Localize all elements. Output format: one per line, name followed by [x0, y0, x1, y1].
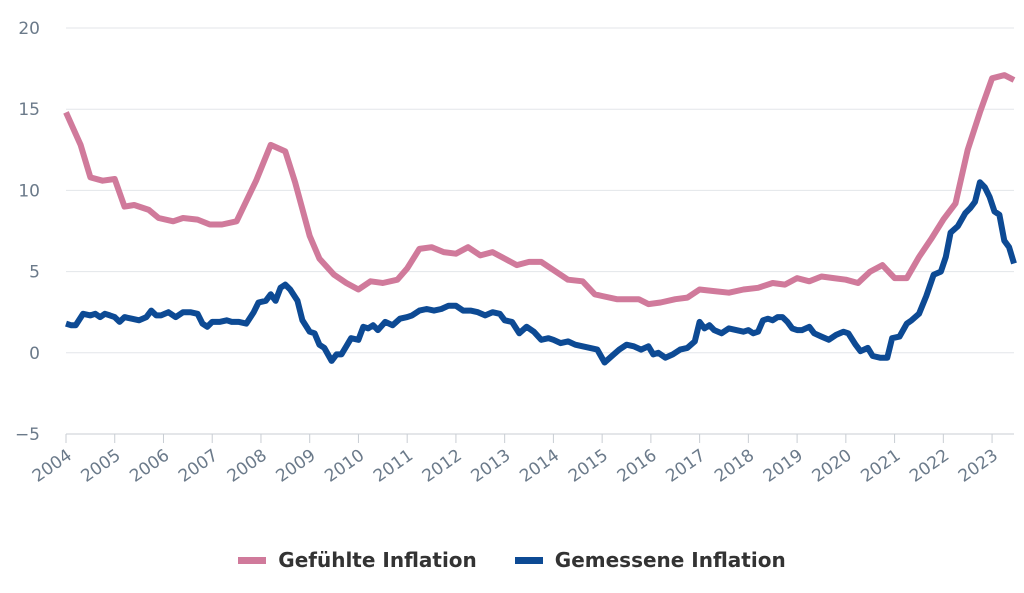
- x-tick-label: 2021: [857, 446, 904, 487]
- legend-label-gemessene: Gemessene Inflation: [554, 548, 786, 572]
- series-line-1: [65, 179, 1017, 366]
- x-tick-label: 2004: [29, 446, 76, 487]
- legend: Gefühlte Inflation Gemessene Inflation: [0, 548, 1024, 572]
- y-tick-label: 20: [18, 19, 40, 39]
- x-tick-label: 2012: [419, 446, 466, 487]
- x-tick-label: 2007: [175, 446, 222, 487]
- x-tick-label: 2018: [711, 446, 758, 487]
- x-tick-label: 2006: [126, 446, 173, 487]
- y-tick-label: 5: [29, 263, 40, 283]
- x-tick-label: 2017: [662, 446, 709, 487]
- x-axis: [65, 433, 1014, 443]
- y-tick-label: −5: [15, 425, 40, 445]
- legend-item-gemessene-inflation[interactable]: Gemessene Inflation: [514, 548, 786, 572]
- series-lines: [63, 72, 1017, 366]
- legend-item-gefuehlte-inflation[interactable]: Gefühlte Inflation: [238, 548, 477, 572]
- x-tick-label: 2014: [516, 446, 563, 487]
- x-tick-label: 2005: [78, 446, 125, 487]
- x-axis-tick-labels: 2004 2005 2006 2007 2008 2009 2010 2011 2012 2013…: [29, 446, 1002, 487]
- y-tick-label: 15: [18, 100, 40, 120]
- x-tick-label: 2016: [614, 446, 661, 487]
- legend-swatch-gemessene: [514, 556, 543, 564]
- x-tick-label: 2013: [468, 446, 515, 487]
- y-axis-tick-labels: −5 0 5 10 15 20: [15, 19, 40, 445]
- y-tick-label: 0: [29, 344, 40, 364]
- gridlines: [66, 27, 1014, 435]
- legend-label-gefuehlte: Gefühlte Inflation: [278, 548, 477, 572]
- x-tick-label: 2023: [955, 446, 1002, 487]
- x-tick-label: 2008: [224, 446, 271, 487]
- x-tick-label: 2011: [370, 446, 417, 487]
- legend-swatch-gefuehlte: [238, 556, 267, 564]
- x-tick-label: 2009: [273, 446, 320, 487]
- x-tick-label: 2020: [809, 446, 856, 487]
- series-line-0: [63, 72, 1016, 308]
- x-tick-label: 2010: [321, 446, 368, 487]
- x-tick-label: 2019: [760, 446, 807, 487]
- x-tick-label: 2015: [565, 446, 612, 487]
- y-tick-label: 10: [18, 181, 40, 201]
- x-tick-label: 2022: [906, 446, 953, 487]
